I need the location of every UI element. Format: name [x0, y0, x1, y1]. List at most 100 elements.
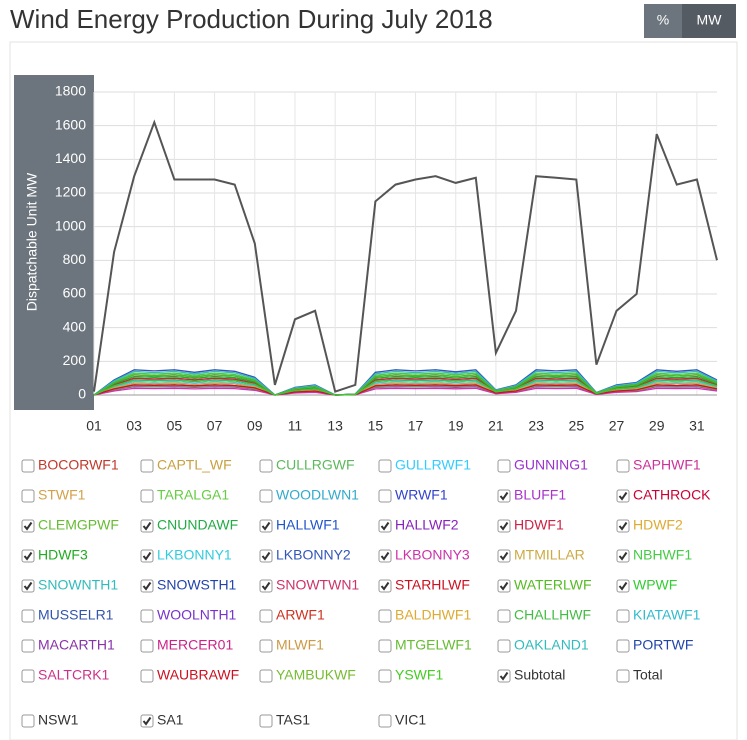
legend-label[interactable]: CHALLHWF	[514, 607, 591, 623]
legend-label[interactable]: WOODLWN1	[276, 487, 359, 503]
legend-label[interactable]: HDWF3	[38, 547, 88, 563]
legend-checkbox-check[interactable]	[142, 581, 152, 591]
legend-checkbox[interactable]	[378, 639, 392, 653]
legend-checkbox[interactable]	[140, 489, 154, 503]
legend-label[interactable]: BALDHWF1	[395, 607, 471, 623]
legend-label[interactable]: WOOLNTH1	[157, 607, 237, 623]
legend-checkbox[interactable]	[378, 459, 392, 473]
legend-label[interactable]: SNOWSTH1	[157, 577, 237, 593]
unit-button-label[interactable]: MW	[697, 12, 723, 28]
legend-checkbox-check[interactable]	[142, 551, 152, 561]
legend-label[interactable]: TARALGA1	[157, 487, 229, 503]
legend-checkbox[interactable]	[259, 639, 273, 653]
legend-checkbox[interactable]	[259, 459, 273, 473]
legend-label[interactable]: MACARTH1	[38, 637, 115, 653]
legend-checkbox-check[interactable]	[380, 581, 390, 591]
legend-label[interactable]: STWF1	[38, 487, 86, 503]
legend-label[interactable]: CAPTL_WF	[157, 457, 232, 473]
legend-label[interactable]: LKBONNY2	[276, 547, 351, 563]
legend-label[interactable]: SAPHWF1	[633, 457, 701, 473]
legend-checkbox[interactable]	[259, 609, 273, 623]
legend-checkbox[interactable]	[21, 489, 35, 503]
legend-checkbox-check[interactable]	[23, 581, 33, 591]
region-label[interactable]: SA1	[157, 712, 184, 728]
legend-label[interactable]: PORTWF	[633, 637, 693, 653]
legend-label[interactable]: GULLRWF1	[395, 457, 471, 473]
legend-label[interactable]: MUSSELR1	[38, 607, 114, 623]
legend-label[interactable]: YSWF1	[395, 667, 443, 683]
legend-label[interactable]: WATERLWF	[514, 577, 592, 593]
legend-checkbox-check[interactable]	[618, 551, 628, 561]
legend-label[interactable]: MERCER01	[157, 637, 233, 653]
legend-checkbox[interactable]	[259, 489, 273, 503]
legend-label[interactable]: CLEMGPWF	[38, 517, 119, 533]
legend-checkbox[interactable]	[497, 459, 511, 473]
legend-checkbox[interactable]	[616, 609, 630, 623]
legend-label[interactable]: WAUBRAWF	[157, 667, 239, 683]
legend-checkbox-check[interactable]	[23, 551, 33, 561]
legend-checkbox[interactable]	[21, 459, 35, 473]
legend-checkbox[interactable]	[497, 609, 511, 623]
legend-checkbox[interactable]	[140, 639, 154, 653]
legend-label[interactable]: OAKLAND1	[514, 637, 589, 653]
legend-label[interactable]: MLWF1	[276, 637, 324, 653]
legend-label[interactable]: LKBONNY3	[395, 547, 470, 563]
region-checkbox[interactable]	[21, 714, 35, 728]
region-checkbox[interactable]	[259, 714, 273, 728]
legend-label[interactable]: NBHWF1	[633, 547, 692, 563]
legend-checkbox[interactable]	[259, 669, 273, 683]
region-label[interactable]: VIC1	[395, 712, 426, 728]
legend-checkbox[interactable]	[140, 669, 154, 683]
legend-label[interactable]: YAMBUKWF	[276, 667, 356, 683]
legend-label[interactable]: WRWF1	[395, 487, 448, 503]
legend-checkbox-check[interactable]	[499, 551, 509, 561]
legend-label[interactable]: BLUFF1	[514, 487, 566, 503]
legend-checkbox-check[interactable]	[261, 521, 271, 531]
legend-label[interactable]: HDWF2	[633, 517, 683, 533]
legend-checkbox[interactable]	[140, 609, 154, 623]
legend-label[interactable]: KIATAWF1	[633, 607, 701, 623]
legend-label[interactable]: CATHROCK	[633, 487, 711, 503]
legend-checkbox-check[interactable]	[380, 521, 390, 531]
region-checkbox[interactable]	[378, 714, 392, 728]
legend-label[interactable]: HALLWF2	[395, 517, 459, 533]
legend-checkbox[interactable]	[21, 669, 35, 683]
legend-label[interactable]: HALLWF1	[276, 517, 340, 533]
legend-checkbox[interactable]	[21, 609, 35, 623]
legend-label[interactable]: MTGELWF1	[395, 637, 472, 653]
region-label[interactable]: NSW1	[38, 712, 79, 728]
legend-checkbox-check[interactable]	[499, 581, 509, 591]
legend-label[interactable]: SNOWNTH1	[38, 577, 118, 593]
legend-label[interactable]: CULLRGWF	[276, 457, 355, 473]
legend-checkbox[interactable]	[616, 669, 630, 683]
legend-label[interactable]: WPWF	[633, 577, 677, 593]
legend-label[interactable]: MTMILLAR	[514, 547, 585, 563]
legend-label[interactable]: STARHLWF	[395, 577, 470, 593]
legend-checkbox[interactable]	[616, 459, 630, 473]
legend-label[interactable]: Total	[633, 667, 663, 683]
unit-button[interactable]	[682, 4, 736, 38]
legend-checkbox[interactable]	[21, 639, 35, 653]
legend-label[interactable]: LKBONNY1	[157, 547, 232, 563]
legend-checkbox[interactable]	[616, 639, 630, 653]
legend-checkbox-check[interactable]	[261, 581, 271, 591]
legend-checkbox-check[interactable]	[380, 551, 390, 561]
legend-checkbox[interactable]	[378, 669, 392, 683]
legend-checkbox[interactable]	[497, 639, 511, 653]
legend-label[interactable]: HDWF1	[514, 517, 564, 533]
legend-checkbox[interactable]	[378, 609, 392, 623]
unit-button[interactable]	[644, 4, 682, 38]
legend-checkbox-check[interactable]	[618, 521, 628, 531]
legend-label[interactable]: ARWF1	[276, 607, 325, 623]
legend-label[interactable]: BOCORWF1	[38, 457, 119, 473]
unit-button-label[interactable]: %	[657, 12, 669, 28]
legend-checkbox-check[interactable]	[23, 521, 33, 531]
legend-label[interactable]: SNOWTWN1	[276, 577, 359, 593]
legend-checkbox-check[interactable]	[499, 491, 509, 501]
legend-label[interactable]: SALTCRK1	[38, 667, 110, 683]
legend-label[interactable]: CNUNDAWF	[157, 517, 238, 533]
legend-label[interactable]: Subtotal	[514, 667, 565, 683]
legend-label[interactable]: GUNNING1	[514, 457, 588, 473]
legend-checkbox-check[interactable]	[499, 521, 509, 531]
legend-checkbox-check[interactable]	[142, 521, 152, 531]
